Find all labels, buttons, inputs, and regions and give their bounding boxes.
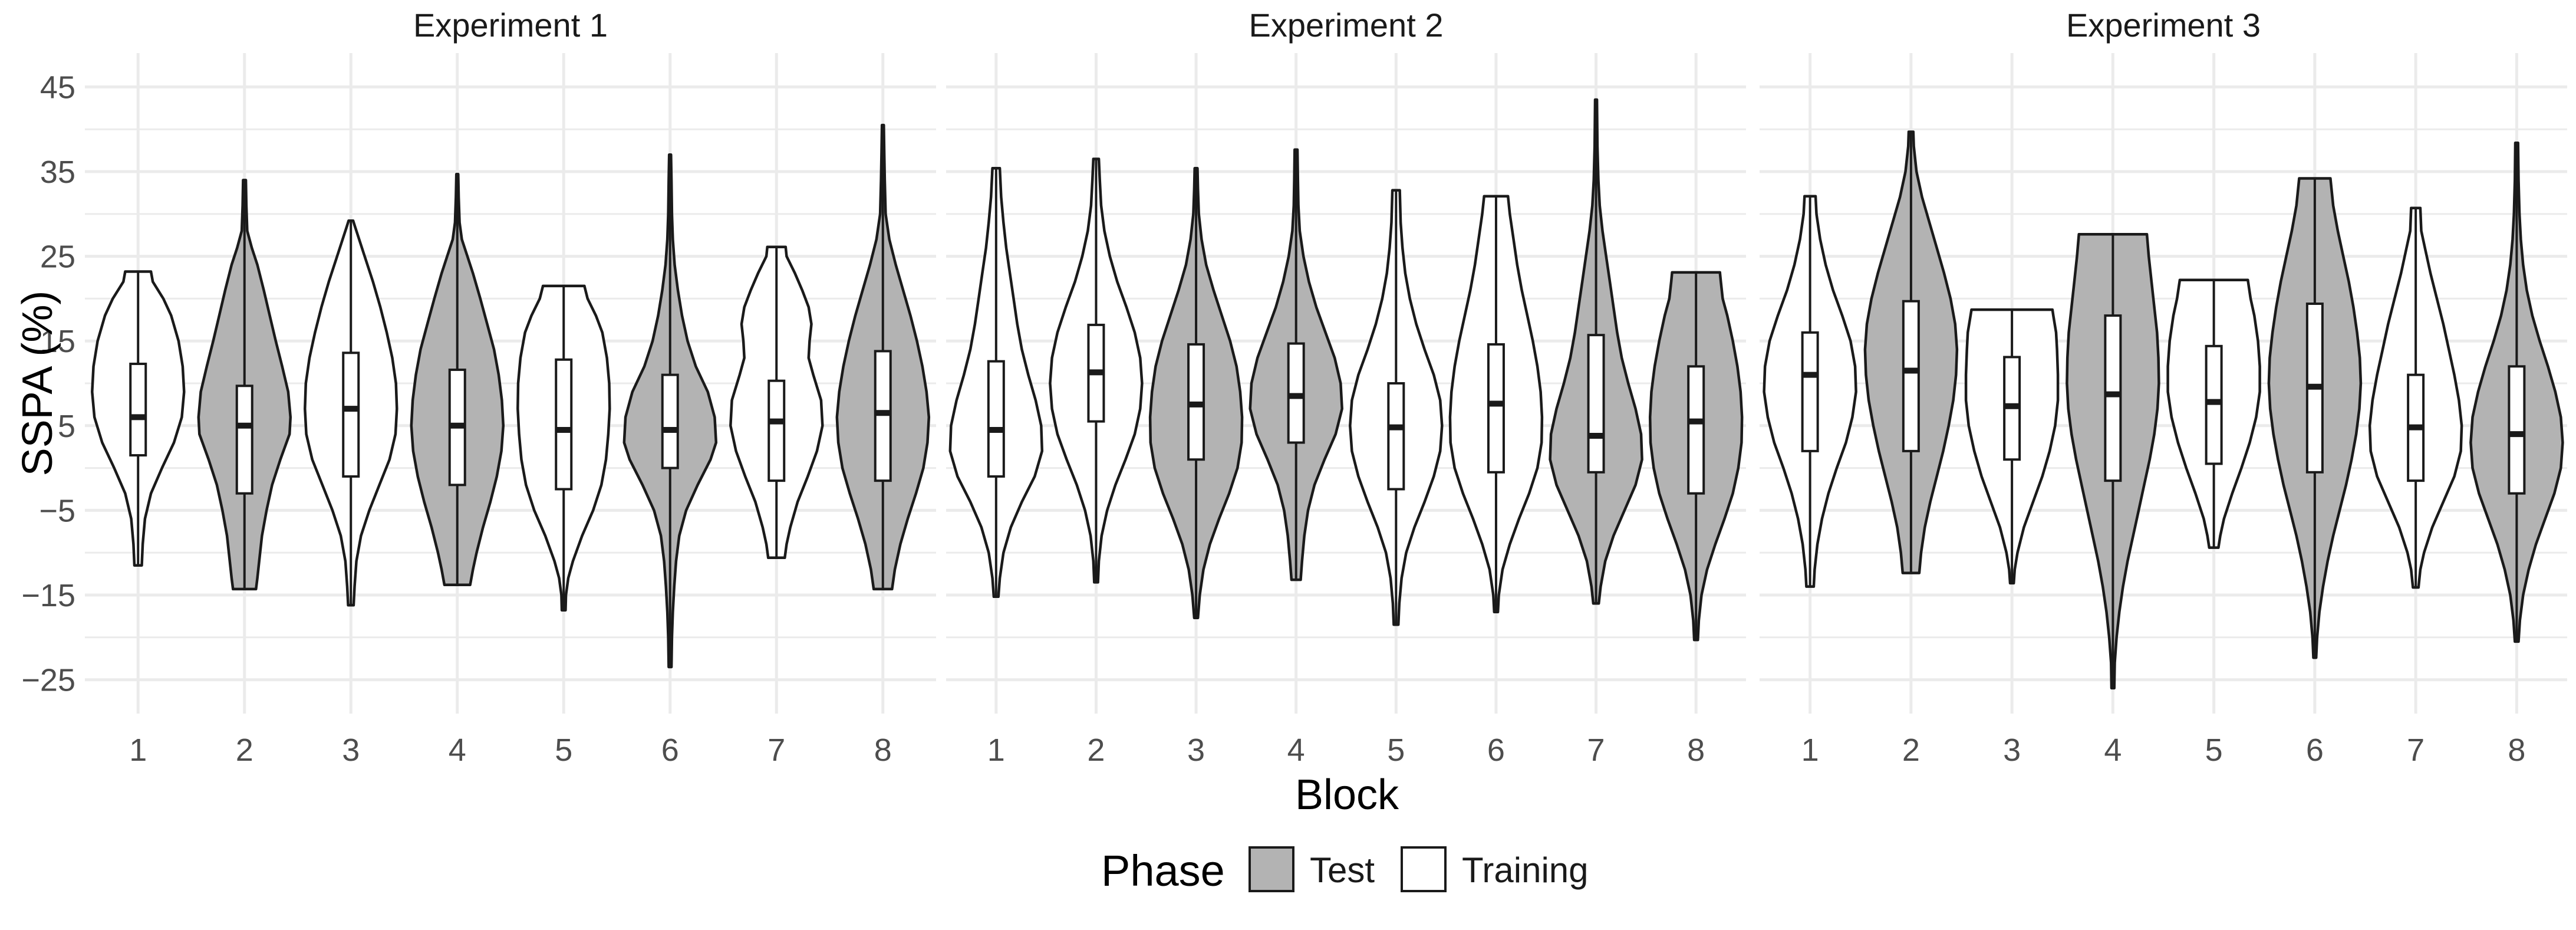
legend-title: Phase	[1101, 846, 1225, 895]
y-tick-label: 45	[40, 70, 75, 105]
x-tick-label: 5	[1387, 732, 1405, 768]
box-iqr	[874, 350, 892, 482]
x-tick-label: 3	[2003, 732, 2021, 768]
y-tick-label: −5	[39, 493, 75, 528]
box-iqr	[987, 360, 1005, 478]
x-tick-label: 1	[987, 732, 1005, 768]
x-tick-label: 5	[2205, 732, 2223, 768]
box-iqr	[235, 385, 253, 495]
box-iqr	[1387, 382, 1405, 491]
x-tick-label: 3	[342, 732, 360, 768]
x-tick-label: 6	[1487, 732, 1505, 768]
box-iqr	[1902, 300, 1920, 452]
box-iqr	[1801, 331, 1819, 452]
y-tick-label: 25	[40, 239, 75, 275]
box-iqr	[661, 373, 679, 469]
x-tick-label: 7	[767, 732, 785, 768]
x-tick-label: 1	[1801, 732, 1819, 768]
x-axis-title: Block	[1295, 771, 1399, 819]
x-tick-label: 2	[1902, 732, 1920, 768]
x-tick-label: 3	[1187, 732, 1205, 768]
x-tick-label: 6	[2306, 732, 2324, 768]
y-tick-label: −25	[21, 663, 75, 698]
facet-title: Experiment 2	[1249, 6, 1444, 44]
x-tick-label: 5	[555, 732, 572, 768]
x-tick-label: 8	[874, 732, 892, 768]
box-iqr	[2205, 344, 2223, 465]
x-tick-label: 7	[1587, 732, 1605, 768]
y-tick-label: 5	[58, 409, 75, 444]
box-iqr	[2104, 314, 2122, 482]
box-iqr	[1687, 365, 1705, 495]
box-iqr	[129, 362, 147, 457]
box-iqr	[1287, 342, 1305, 444]
x-tick-label: 2	[236, 732, 253, 768]
legend-label-test: Test	[1310, 850, 1375, 890]
x-tick-label: 7	[2407, 732, 2425, 768]
x-tick-label: 4	[449, 732, 466, 768]
box-iqr	[1487, 343, 1505, 474]
facet-title: Experiment 1	[413, 6, 608, 44]
legend-label-training: Training	[1462, 850, 1589, 890]
facet-title: Experiment 3	[2066, 6, 2261, 44]
x-tick-label: 8	[2508, 732, 2525, 768]
legend-key-test	[1249, 846, 1294, 892]
box-iqr	[2508, 365, 2526, 495]
box-iqr	[342, 351, 360, 478]
x-tick-label: 1	[129, 732, 147, 768]
y-tick-label: −15	[21, 578, 75, 613]
x-tick-label: 4	[2104, 732, 2122, 768]
y-axis-title: SSPA (%)	[14, 291, 61, 476]
box-iqr	[767, 379, 786, 482]
y-tick-label: 15	[40, 324, 75, 359]
box-iqr	[1587, 334, 1605, 474]
box-iqr	[555, 358, 573, 491]
x-tick-label: 2	[1087, 732, 1105, 768]
y-tick-label: 35	[40, 155, 75, 190]
legend-key-training	[1401, 846, 1447, 892]
x-tick-label: 6	[661, 732, 679, 768]
x-tick-label: 4	[1287, 732, 1305, 768]
x-tick-label: 8	[1687, 732, 1705, 768]
